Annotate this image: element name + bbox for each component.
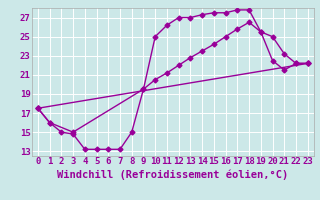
- X-axis label: Windchill (Refroidissement éolien,°C): Windchill (Refroidissement éolien,°C): [57, 169, 288, 180]
